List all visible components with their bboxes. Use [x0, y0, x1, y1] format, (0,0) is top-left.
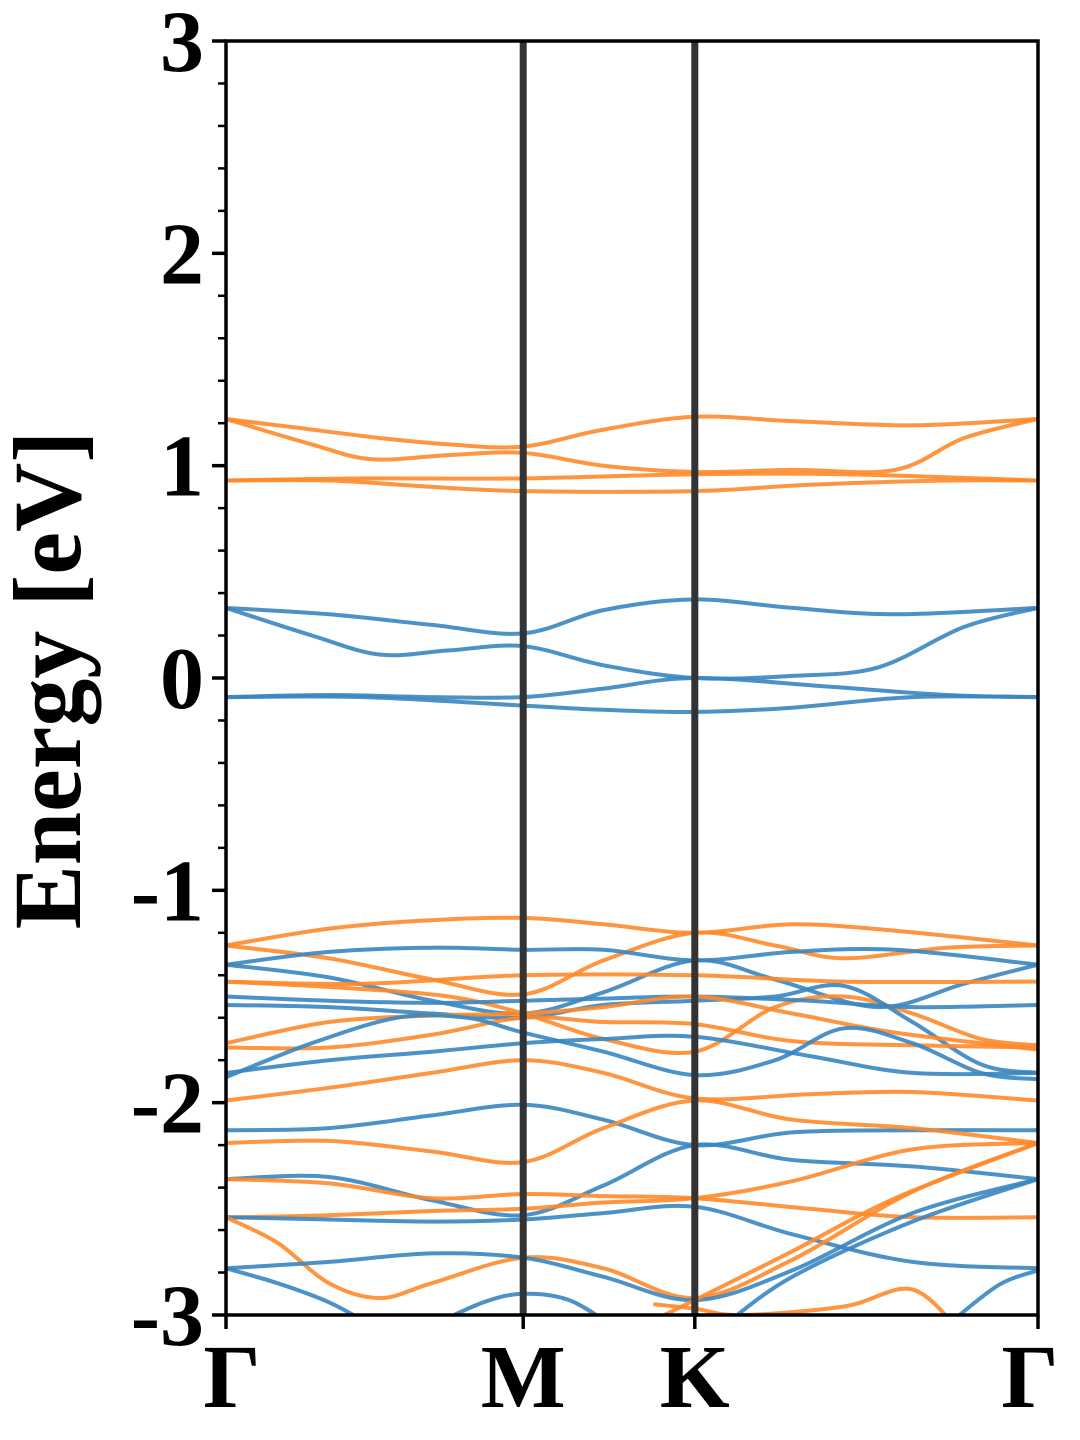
x-tick-label: K [660, 1328, 730, 1427]
y-axis-ticks: 3 2 1 0 -1 -2 -3 [131, 0, 226, 1365]
spin-up-band-11 [226, 958, 1038, 1016]
spin-down-band-9 [226, 930, 1038, 997]
spin-up-band-4 [226, 597, 1038, 636]
spin-down-band-2 [226, 471, 1038, 483]
spin-down-band-29 [659, 1141, 1038, 1315]
bands-group [226, 414, 1038, 1315]
y-axis-label: Energy [eV] [0, 431, 101, 930]
y-tick-label: 0 [160, 631, 204, 728]
spin-down-band-22 [226, 1098, 1038, 1165]
spin-down-band-17 [226, 1015, 1038, 1051]
plot-frame [224, 39, 1040, 1317]
spin-down-band-1 [226, 417, 1038, 475]
spin-up-band-14 [226, 994, 1038, 1010]
x-tick-label: M [481, 1328, 566, 1427]
spin-up-band-33 [734, 1177, 1038, 1315]
spin-up-band-31 [226, 1266, 358, 1315]
spin-down-band-24 [226, 1177, 1038, 1220]
spin-up-band-7 [226, 694, 1038, 715]
spin-down-band-25 [226, 1141, 1038, 1220]
spin-up-band-10 [226, 945, 1038, 967]
spin-down-band-0 [226, 414, 1038, 450]
spin-up-band-34 [956, 1268, 1038, 1315]
y-tick-label: 3 [160, 0, 204, 91]
spin-down-band-8 [226, 915, 1038, 948]
y-tick-label: -1 [131, 843, 204, 940]
y-tick-label: 2 [160, 206, 204, 303]
spin-down-band-3 [226, 478, 1038, 494]
spin-up-band-19 [226, 1033, 1038, 1077]
x-tick-label: Γ [203, 1328, 260, 1427]
spin-up-band-23 [226, 1142, 1038, 1218]
spin-up-band-15 [226, 983, 1038, 1075]
y-tick-label: -3 [131, 1268, 204, 1365]
y-tick-label: 1 [160, 419, 204, 516]
spin-up-band-18 [226, 1013, 1038, 1082]
spin-down-band-20 [226, 1058, 1038, 1103]
x-tick-label: Γ [1001, 1328, 1058, 1427]
spin-up-band-21 [226, 1102, 1038, 1148]
spin-up-band-5 [226, 605, 1038, 681]
spin-up-band-28 [226, 1177, 1038, 1303]
spin-up-band-26 [226, 1203, 1038, 1271]
spin-down-band-13 [226, 979, 1038, 1056]
spin-down-band-27 [226, 1141, 1038, 1301]
spin-down-band-12 [226, 972, 1038, 987]
y-tick-label: -2 [131, 1056, 204, 1153]
k-point-lines [519, 41, 699, 1315]
